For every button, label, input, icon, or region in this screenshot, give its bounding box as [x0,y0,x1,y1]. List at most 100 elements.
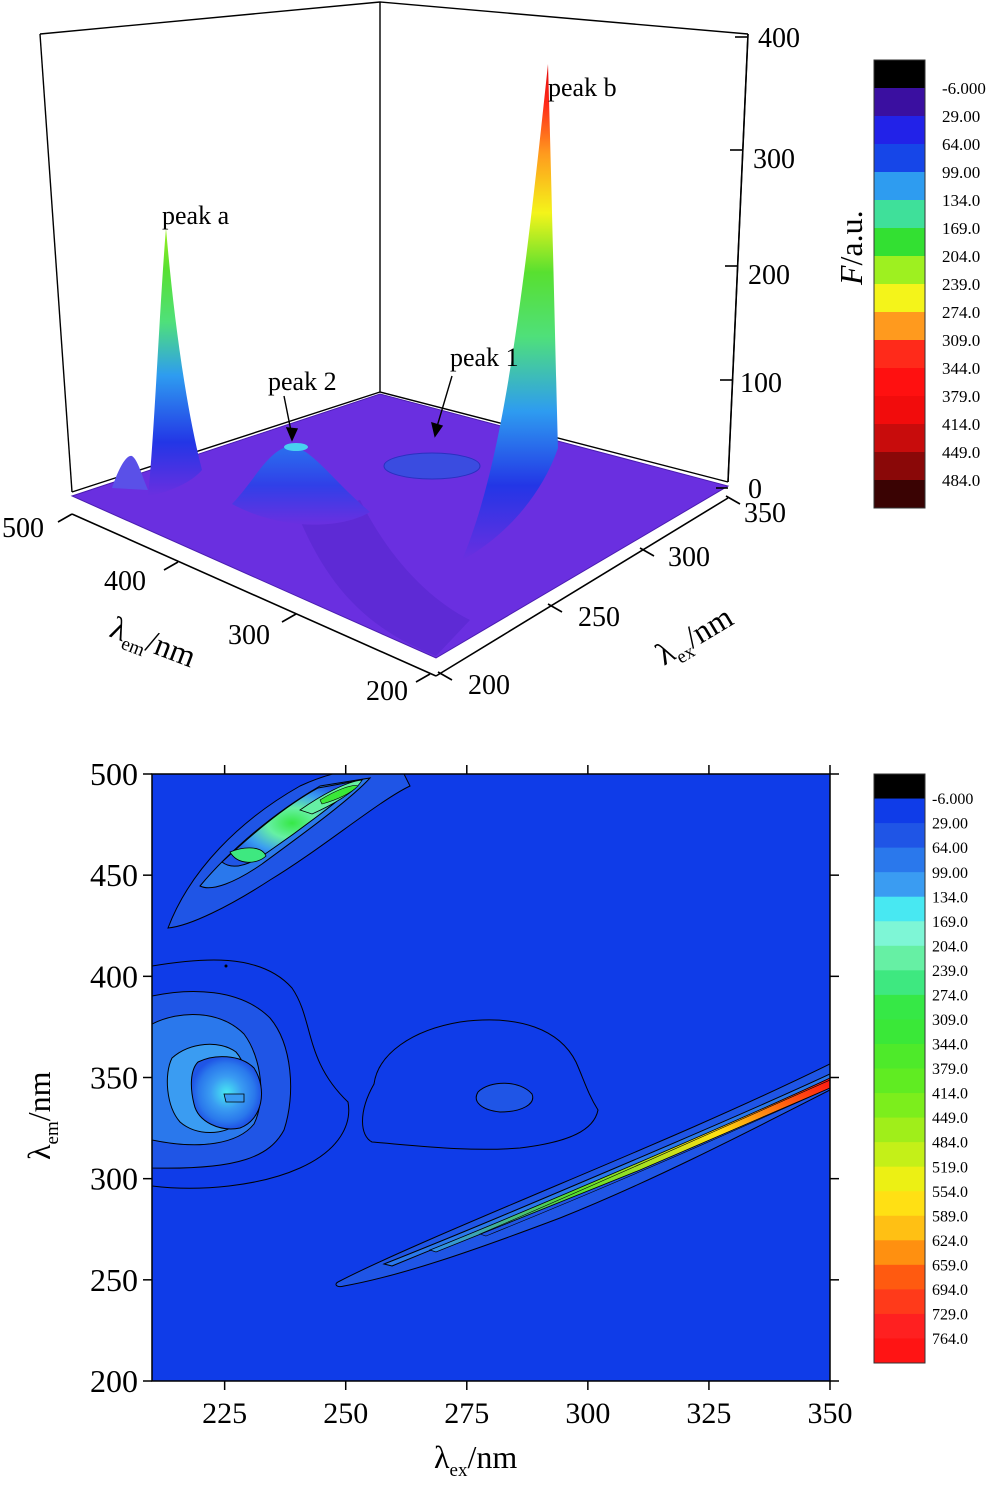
colorbar-label: 344.0 [932,1037,968,1054]
z-tick-label: 100 [740,368,782,399]
colorbar-label: 309.0 [932,1012,968,1029]
colorbar-label: 239.0 [932,963,968,980]
surface-peak1-plateau [383,452,481,480]
colorbar-swatch [874,1117,925,1143]
contour-peak-a [167,774,411,929]
ex-axis-ticks [437,495,741,681]
x-tick-label: 300 [565,1397,610,1430]
colorbar-label: 134.0 [942,191,980,210]
contour-peak-b-ridge [335,1063,830,1287]
colorbar-label: 204.0 [932,938,968,955]
colorbar-label: 204.0 [942,247,980,266]
colorbar-swatch [874,1068,925,1094]
contour-peak-2 [152,959,350,1189]
colorbar-label: 29.00 [932,816,968,833]
y-tick-label: 250 [90,1262,138,1298]
colorbar-swatch [874,312,925,341]
ex-tick-labels: 350 300 250 200 [468,498,786,701]
y-tick-label: 350 [90,1060,138,1096]
colorbar-label: 379.0 [942,387,980,406]
surface-colorbar: -6.000 29.00 64.00 99.00 134.0 169.0 204.0 239.… [873,59,986,509]
contour-colorbar: -6.000 29.00 64.00 99.00 134.0 169.0 204.0 239.… [873,773,973,1364]
colorbar-swatch [874,798,925,824]
colorbar-label: 414.0 [932,1086,968,1103]
surface-peak-b [462,64,558,560]
colorbar-swatch [874,1191,925,1217]
z-tick-label: 0 [748,474,762,505]
y-tick-label: 500 [90,756,138,792]
z-tick-label: 400 [758,23,800,54]
ex-tick-label: 250 [578,602,620,633]
colorbar-swatch [874,228,925,257]
colorbar-label: 99.00 [942,163,980,182]
colorbar-label: 449.0 [942,443,980,462]
x-tick-label: 250 [323,1397,368,1430]
annotation-arrows [283,375,453,442]
surface-axes [71,33,749,677]
ex-tick-label: 350 [744,498,786,529]
z-axis-title: F/a.u. [833,210,869,286]
colorbar-swatch [874,1043,925,1069]
z-tick-label: 200 [748,260,790,291]
colorbar-swatch [874,1264,925,1290]
colorbar-label: 274.0 [942,303,980,322]
colorbar-swatch [874,88,925,117]
peak-b-label: peak b [548,73,617,102]
ex-axis-title: λex/nm [649,598,742,676]
colorbar-swatch [874,774,925,800]
colorbar-swatch [874,144,925,173]
colorbar-swatch [874,396,925,425]
colorbar-label: 589.0 [932,1208,968,1225]
surface-peak2-hill [232,446,370,525]
peak-2-label: peak 2 [268,367,337,396]
em-tick-label: 500 [2,513,44,544]
colorbar-label: 624.0 [932,1233,968,1250]
contour-chart: 225 250 275 300 325 350 200 250 300 350 400 450 500… [21,756,973,1481]
colorbar-swatch [874,1289,925,1315]
z-tick-labels: 400 300 200 100 0 [740,23,800,505]
colorbar-swatch [874,823,925,849]
y-tick-label: 200 [90,1363,138,1399]
z-axis-ticks [716,36,747,489]
y-tick-label: 300 [90,1161,138,1197]
colorbar-swatch [874,1338,925,1364]
colorbar-swatch [874,60,925,89]
colorbar-swatch [874,480,925,509]
y-tick-label: 450 [90,857,138,893]
x-tick-label: 275 [444,1397,489,1430]
em-axis-title: λem/nm [104,609,201,679]
colorbar-label: 134.0 [932,889,968,906]
colorbar-label: 169.0 [932,914,968,931]
colorbar-swatch [874,847,925,873]
peak-1-label: peak 1 [450,343,519,372]
colorbar-swatch [874,1093,925,1119]
contour-y-axis-title: λem/nm [21,1071,63,1160]
colorbar-label: -6.000 [932,791,973,808]
colorbar-swatch [874,945,925,971]
colorbar-swatch [874,1240,925,1266]
contour-peak-1 [362,1019,599,1150]
colorbar-label: 344.0 [942,359,980,378]
colorbar-label: 729.0 [932,1307,968,1324]
colorbar-label: 64.00 [942,135,980,154]
colorbar-label: 29.00 [942,107,980,126]
em-tick-labels: 500 400 300 200 [2,513,408,707]
contour-x-ticks: 225 250 275 300 325 350 [202,765,853,1430]
y-tick-label: 400 [90,958,138,994]
colorbar-swatch [874,896,925,922]
peak-a-label: peak a [162,201,230,230]
colorbar-swatch [874,116,925,145]
colorbar-label: 239.0 [942,275,980,294]
em-tick-label: 200 [366,676,408,707]
ex-tick-label: 200 [468,670,510,701]
x-tick-label: 350 [808,1397,853,1430]
contour-x-axis-title: λex/nm [434,1439,517,1481]
em-axis-ticks [57,513,431,683]
surface-peak2-top [284,443,308,451]
colorbar-label: 764.0 [932,1331,968,1348]
colorbar-label: 64.00 [932,840,968,857]
surface-valley [300,500,470,656]
colorbar-swatch [874,256,925,285]
surface-chart: 400 300 200 100 0 F/a.u. 500 400 300 200… [2,1,986,707]
